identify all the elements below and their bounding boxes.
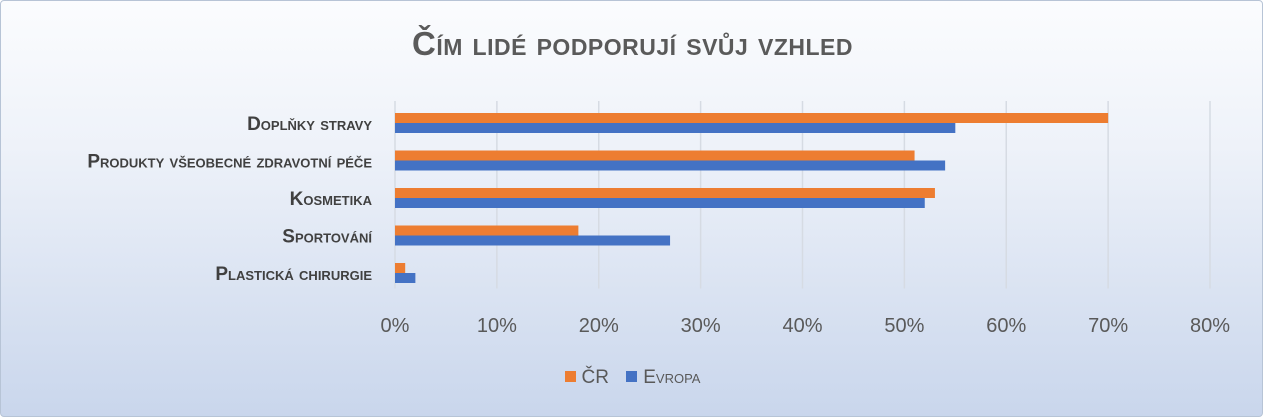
bar xyxy=(395,123,956,133)
x-tick-label: 20% xyxy=(579,315,619,337)
bar xyxy=(395,113,1109,123)
x-tick-label: 10% xyxy=(477,315,517,337)
x-tick-label: 0% xyxy=(381,315,410,337)
category-label: Produkty všeobecné zdravotní péče xyxy=(87,152,372,173)
x-tick-label: 60% xyxy=(986,315,1026,337)
x-tick-label: 30% xyxy=(681,315,721,337)
bar xyxy=(395,263,406,273)
legend-label-cr: ČR xyxy=(581,367,609,388)
bar xyxy=(395,150,915,161)
x-tick-label: 70% xyxy=(1088,315,1128,337)
legend-item-cr: ČR xyxy=(564,367,609,389)
bar xyxy=(395,225,579,236)
x-tick-label: 80% xyxy=(1190,315,1230,337)
x-tick-label: 50% xyxy=(884,315,924,337)
bar xyxy=(395,160,946,171)
legend-swatch-cr xyxy=(564,371,576,382)
legend-swatch-evropa xyxy=(626,371,638,382)
legend-item-evropa: Evropa xyxy=(626,367,700,389)
category-label: Doplňky stravy xyxy=(247,114,372,135)
legend: ČR Evropa xyxy=(1,367,1262,389)
category-label: Sportování xyxy=(282,227,372,248)
legend-label-evropa: Evropa xyxy=(643,367,701,388)
category-label: Kosmetika xyxy=(290,189,373,210)
bar xyxy=(395,188,935,198)
chart-title: Čím lidé podporují svůj vzhled xyxy=(411,25,853,62)
bar xyxy=(395,273,416,283)
x-tick-label: 40% xyxy=(782,315,822,337)
category-label: Plastická chirurgie xyxy=(215,264,372,285)
bar xyxy=(395,198,925,208)
bar xyxy=(395,235,671,246)
